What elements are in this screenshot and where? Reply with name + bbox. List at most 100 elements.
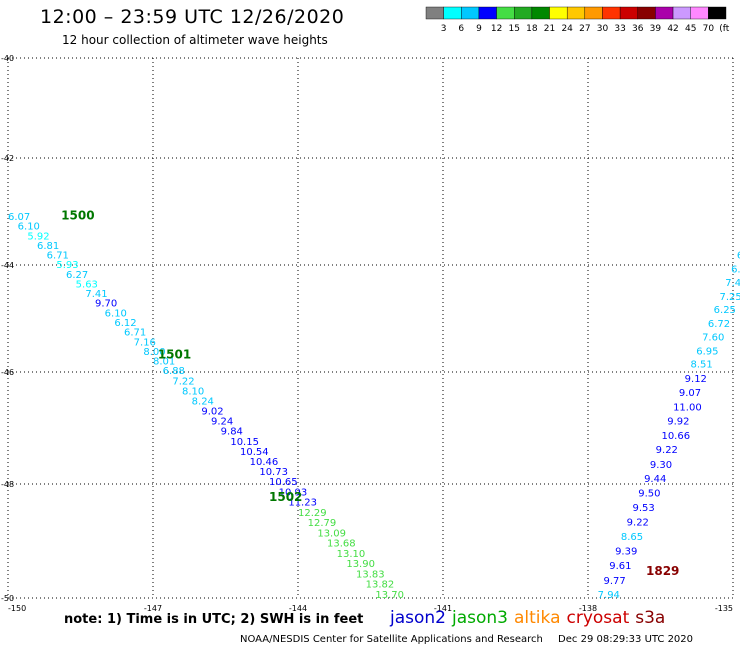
wave-height-value: 7.22: [172, 376, 194, 387]
lon-tick-label: -150: [8, 604, 26, 613]
footer-credit: NOAA/NESDIS Center for Satellite Applica…: [240, 634, 543, 645]
wave-height-value: 9.39: [615, 547, 637, 558]
colorbar-label: 12: [491, 24, 502, 34]
wave-height-value: 9.24: [211, 417, 233, 428]
wave-height-value: 10.65: [269, 477, 298, 488]
units-note: note: 1) Time is in UTC; 2) SWH is in fe…: [64, 612, 364, 627]
wave-height-value: 8.65: [621, 532, 643, 543]
wave-height-value: 6.95: [696, 346, 718, 357]
wave-height-value: 10.93: [279, 487, 308, 498]
wave-height-value: 9.50: [638, 489, 660, 500]
wave-height-value: 8.00: [143, 347, 165, 358]
track-time-label: 1501: [158, 348, 191, 362]
wave-height-value: 9.12: [685, 374, 707, 385]
wave-height-value: 7.25: [719, 292, 740, 303]
colorbar-label: (ft): [719, 24, 730, 34]
track-jason2: 6.076.105.926.816.715.936.275.637.419.70…: [8, 209, 404, 601]
colorbar-label: 36: [632, 24, 644, 34]
colorbar-label: 27: [579, 24, 590, 34]
wave-height-value: 9.61: [609, 561, 631, 572]
wave-height-value: 6.71: [124, 328, 146, 339]
lat-tick-label: -46: [1, 368, 14, 377]
colorbar-label: 30: [597, 24, 609, 34]
wave-height-value: 11.23: [288, 498, 317, 509]
track-time-label: 1500: [61, 209, 94, 223]
colorbar-label: 6: [458, 24, 464, 34]
wave-height-value: 9.22: [627, 518, 649, 529]
wave-height-value: 8.01: [153, 357, 175, 368]
wave-height-value: 8.24: [192, 396, 214, 407]
colorbar-label: 15: [509, 24, 520, 34]
wave-height-value: 8.10: [182, 386, 204, 397]
wave-height-value: 9.30: [650, 460, 672, 471]
satellite-legend: jason2 jason3 altika cryosat s3a: [390, 608, 671, 628]
wave-height-value: 7.94: [598, 590, 620, 601]
wave-height-value: 5.93: [56, 260, 78, 271]
track-time-label: 1502: [269, 490, 302, 504]
wave-height-value: 9.77: [603, 576, 625, 587]
wave-height-value: 13.10: [337, 549, 366, 560]
colorbar-label: 24: [561, 24, 573, 34]
chart-subtitle: 12 hour collection of altimeter wave hei…: [62, 33, 328, 47]
wave-height-value: 10.54: [240, 447, 269, 458]
wave-height-value: 7.40: [725, 278, 740, 289]
wave-height-value: 10.46: [250, 457, 279, 468]
wave-height-value: 13.70: [375, 590, 404, 601]
legend-jason2: jason2: [390, 608, 446, 628]
wave-height-value: 13.83: [356, 569, 385, 580]
wave-height-value: 7.16: [134, 337, 156, 348]
colorbar-label: 21: [544, 24, 555, 34]
wave-height-value: 12.29: [298, 508, 327, 519]
wave-height-value: 11.00: [673, 403, 702, 414]
wave-height-value: 9.70: [95, 299, 117, 310]
wave-height-value: 13.09: [317, 528, 346, 539]
lat-tick-label: -44: [1, 261, 14, 270]
wave-height-value: 7.41: [85, 289, 107, 300]
wave-height-value: 6.07: [8, 212, 30, 223]
colorbar-label: 70: [703, 24, 715, 34]
colorbar-label: 42: [667, 24, 678, 34]
colorbar-label: 33: [614, 24, 625, 34]
wave-height-value: 6.67: [731, 264, 740, 275]
wave-height-value: 7.60: [702, 332, 724, 343]
wave-height-value: 9.22: [656, 445, 678, 456]
wave-height-value: 8.51: [690, 360, 712, 371]
legend-jason3: jason3: [452, 608, 508, 628]
colorbar-label: 39: [650, 24, 662, 34]
wave-height-value: 6.55: [737, 251, 740, 262]
wave-height-value: 6.10: [18, 222, 40, 233]
wave-height-value: 5.92: [27, 231, 49, 242]
colorbar-label: 45: [685, 24, 696, 34]
footer: NOAA/NESDIS Center for Satellite Applica…: [240, 634, 693, 645]
colorbar-label: 3: [441, 24, 447, 34]
wave-height-value: 6.88: [163, 366, 185, 377]
lon-tick-label: -141: [434, 604, 452, 613]
wave-height-value: 13.82: [366, 580, 395, 591]
lon-tick-label: -144: [289, 604, 307, 613]
wave-height-value: 13.68: [327, 539, 356, 550]
lon-tick-label: -135: [715, 604, 733, 613]
wave-height-value: 9.44: [644, 474, 666, 485]
wave-height-value: 10.15: [230, 437, 259, 448]
lon-tick-label: -138: [579, 604, 597, 613]
wave-height-value: 6.72: [708, 319, 730, 330]
legend-s3a: s3a: [635, 608, 666, 628]
wave-height-value: 9.92: [667, 417, 689, 428]
colorbar-label: 18: [526, 24, 538, 34]
wave-height-value: 6.25: [714, 305, 736, 316]
wave-height-value: 9.84: [221, 427, 243, 438]
legend-cryosat: cryosat: [566, 608, 630, 628]
wave-height-value: 13.90: [346, 559, 375, 570]
map-grid: -40-42-44-46-48-50-150-147-144-141-138-1…: [1, 54, 736, 613]
wave-height-value: 9.07: [679, 388, 701, 399]
wave-height-value: 6.12: [114, 318, 136, 329]
wave-height-value: 9.53: [632, 503, 654, 514]
colorbar-swatch: [708, 6, 727, 20]
lat-tick-label: -48: [1, 480, 14, 489]
wave-height-value: 6.81: [37, 241, 59, 252]
lat-tick-label: -50: [1, 594, 14, 603]
colorbar-label: 9: [476, 24, 482, 34]
lon-tick-label: -147: [144, 604, 162, 613]
